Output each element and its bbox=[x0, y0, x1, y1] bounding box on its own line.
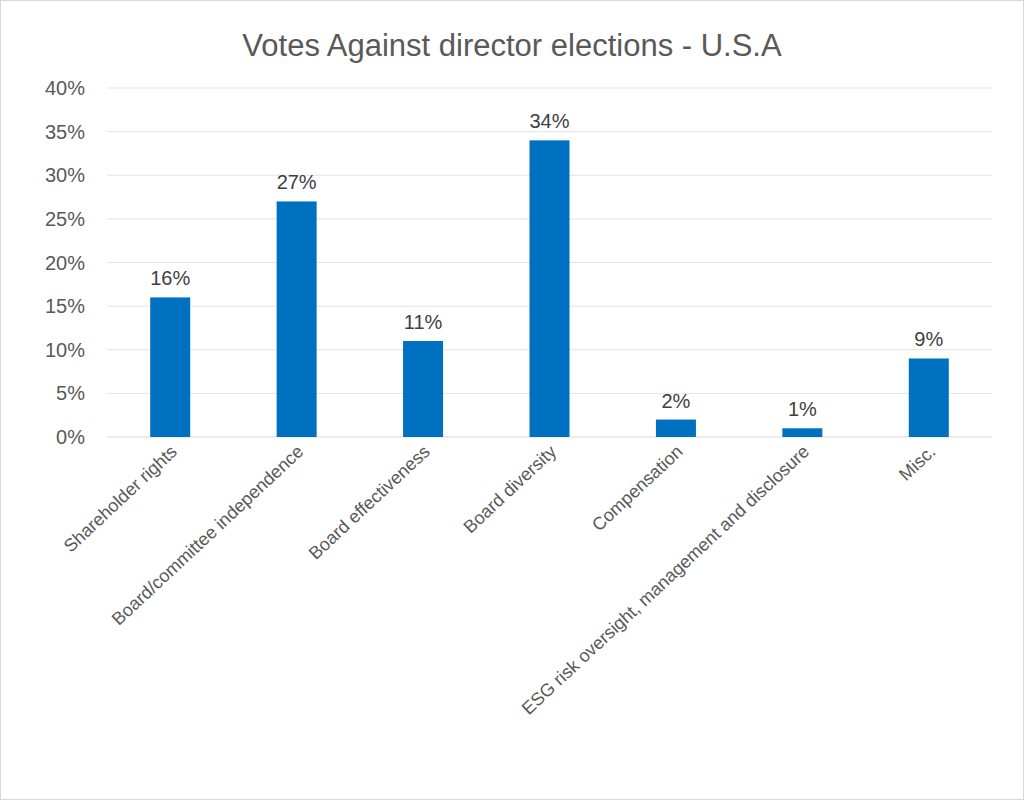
grid bbox=[107, 88, 992, 437]
bar bbox=[277, 201, 317, 437]
y-tick-label: 25% bbox=[45, 208, 85, 230]
bars bbox=[150, 140, 949, 437]
x-tick-label: Board effectiveness bbox=[305, 441, 434, 563]
bar bbox=[656, 420, 696, 437]
y-tick-label: 20% bbox=[45, 252, 85, 274]
x-tick-label: Board diversity bbox=[460, 441, 561, 537]
data-label: 16% bbox=[150, 267, 190, 289]
title: Votes Against director elections - U.S.A bbox=[242, 28, 782, 63]
y-tick-label: 0% bbox=[56, 426, 85, 448]
y-tick-label: 40% bbox=[45, 77, 85, 99]
x-tick-label: ESG risk oversight, management and discl… bbox=[518, 441, 813, 718]
bar bbox=[782, 428, 822, 437]
y-tick-label: 15% bbox=[45, 295, 85, 317]
x-tick-label: Compensation bbox=[588, 441, 687, 535]
data-label: 2% bbox=[661, 390, 690, 412]
data-label: 9% bbox=[914, 328, 943, 350]
x-tick-label: Board/committee independence bbox=[108, 441, 308, 629]
bar bbox=[403, 341, 443, 437]
background bbox=[1, 1, 1024, 800]
data-label: 27% bbox=[277, 171, 317, 193]
x-tick-label: Shareholder rights bbox=[60, 441, 181, 556]
grid-line bbox=[107, 88, 992, 89]
bar bbox=[909, 358, 949, 437]
y-tick-label: 5% bbox=[56, 382, 85, 404]
y-tick-label: 10% bbox=[45, 339, 85, 361]
y-tick-label: 30% bbox=[45, 164, 85, 186]
bar bbox=[150, 297, 190, 437]
data-label: 1% bbox=[788, 398, 817, 420]
data-label: 11% bbox=[404, 311, 443, 333]
bar bbox=[530, 140, 570, 437]
y-tick-label: 35% bbox=[45, 121, 85, 143]
chart: Votes Against director elections - U.S.A… bbox=[0, 0, 1024, 800]
data-label: 34% bbox=[529, 110, 569, 132]
x-tick-label: Misc. bbox=[895, 441, 939, 484]
